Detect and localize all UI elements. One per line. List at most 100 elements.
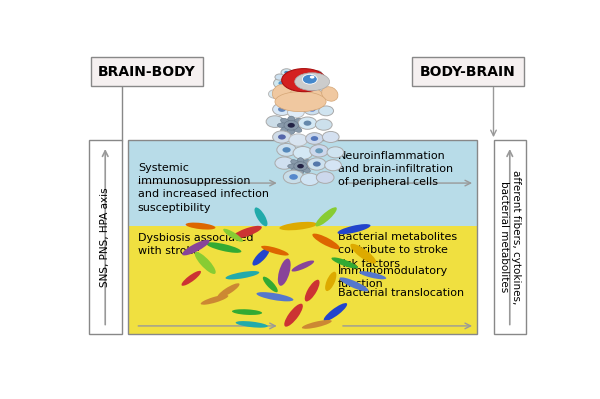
Ellipse shape — [289, 87, 307, 103]
Ellipse shape — [302, 167, 310, 173]
Circle shape — [313, 162, 321, 167]
Circle shape — [268, 90, 281, 98]
Ellipse shape — [316, 207, 337, 227]
Ellipse shape — [297, 158, 304, 164]
Ellipse shape — [291, 160, 299, 165]
Circle shape — [283, 93, 295, 101]
Circle shape — [310, 145, 328, 157]
Circle shape — [305, 133, 323, 144]
FancyBboxPatch shape — [412, 57, 524, 86]
Circle shape — [287, 107, 304, 118]
Circle shape — [286, 95, 292, 99]
Circle shape — [293, 146, 313, 160]
Circle shape — [275, 74, 284, 80]
Ellipse shape — [350, 244, 376, 264]
Ellipse shape — [254, 207, 268, 226]
FancyBboxPatch shape — [91, 57, 203, 86]
Circle shape — [304, 120, 311, 126]
Ellipse shape — [281, 69, 326, 92]
Ellipse shape — [294, 123, 305, 128]
Ellipse shape — [325, 272, 337, 291]
Ellipse shape — [306, 89, 323, 104]
Ellipse shape — [302, 160, 310, 165]
Ellipse shape — [284, 304, 303, 327]
Circle shape — [278, 107, 286, 112]
Circle shape — [297, 164, 304, 168]
Circle shape — [287, 123, 295, 128]
Ellipse shape — [286, 99, 292, 105]
Ellipse shape — [297, 168, 304, 175]
Circle shape — [325, 160, 341, 171]
Circle shape — [315, 148, 323, 153]
Text: BRAIN-BODY: BRAIN-BODY — [98, 65, 196, 79]
Ellipse shape — [338, 224, 370, 234]
Circle shape — [314, 73, 319, 75]
Ellipse shape — [281, 126, 290, 132]
Circle shape — [291, 83, 305, 93]
Circle shape — [308, 107, 316, 112]
Ellipse shape — [232, 226, 262, 239]
Text: Immunomodulatory
function: Immunomodulatory function — [338, 266, 448, 289]
Circle shape — [275, 157, 293, 169]
Text: afferent fibers, cytokines,
bacterial metabolites: afferent fibers, cytokines, bacterial me… — [499, 170, 521, 304]
Circle shape — [294, 162, 307, 171]
Circle shape — [311, 136, 318, 141]
Ellipse shape — [194, 252, 216, 274]
Circle shape — [278, 81, 286, 85]
Ellipse shape — [277, 95, 286, 99]
Bar — [128, 226, 477, 334]
Text: Bacterial translocation: Bacterial translocation — [338, 288, 464, 298]
Ellipse shape — [200, 295, 229, 305]
Ellipse shape — [206, 242, 241, 253]
Ellipse shape — [295, 73, 329, 91]
Text: BODY-BRAIN: BODY-BRAIN — [420, 65, 516, 79]
Circle shape — [298, 117, 317, 129]
Ellipse shape — [253, 248, 269, 266]
Circle shape — [277, 143, 296, 156]
Ellipse shape — [232, 309, 262, 315]
Circle shape — [278, 134, 286, 140]
Circle shape — [299, 93, 307, 98]
Ellipse shape — [292, 95, 301, 99]
Ellipse shape — [305, 280, 320, 302]
Circle shape — [272, 131, 291, 143]
Circle shape — [311, 71, 322, 77]
Text: Neuroinflammation
and brain-infiltration
of peripheral cells: Neuroinflammation and brain-infiltration… — [338, 151, 453, 187]
Circle shape — [310, 89, 324, 99]
Circle shape — [319, 106, 334, 116]
Circle shape — [316, 172, 334, 184]
Ellipse shape — [293, 126, 302, 132]
Circle shape — [302, 74, 317, 84]
Ellipse shape — [287, 164, 298, 168]
Circle shape — [304, 104, 320, 115]
Ellipse shape — [359, 271, 386, 279]
Circle shape — [327, 147, 344, 158]
Ellipse shape — [331, 257, 358, 269]
Ellipse shape — [261, 246, 289, 256]
Ellipse shape — [256, 292, 293, 301]
Circle shape — [283, 170, 304, 184]
Ellipse shape — [323, 303, 347, 321]
Bar — [493, 140, 526, 334]
Ellipse shape — [292, 261, 314, 272]
Circle shape — [266, 116, 284, 127]
Circle shape — [316, 119, 332, 130]
Ellipse shape — [290, 91, 298, 96]
Ellipse shape — [293, 118, 302, 124]
Bar — [128, 140, 477, 226]
Ellipse shape — [236, 321, 268, 328]
Ellipse shape — [185, 223, 215, 229]
Ellipse shape — [302, 320, 332, 329]
Ellipse shape — [280, 98, 288, 103]
Ellipse shape — [277, 123, 288, 128]
Circle shape — [295, 90, 311, 101]
Circle shape — [305, 82, 319, 91]
Circle shape — [308, 158, 326, 170]
Ellipse shape — [322, 87, 338, 101]
Circle shape — [272, 103, 291, 115]
Circle shape — [281, 69, 292, 76]
Ellipse shape — [340, 277, 368, 292]
Circle shape — [307, 77, 312, 80]
Ellipse shape — [182, 271, 201, 286]
Circle shape — [283, 147, 290, 152]
